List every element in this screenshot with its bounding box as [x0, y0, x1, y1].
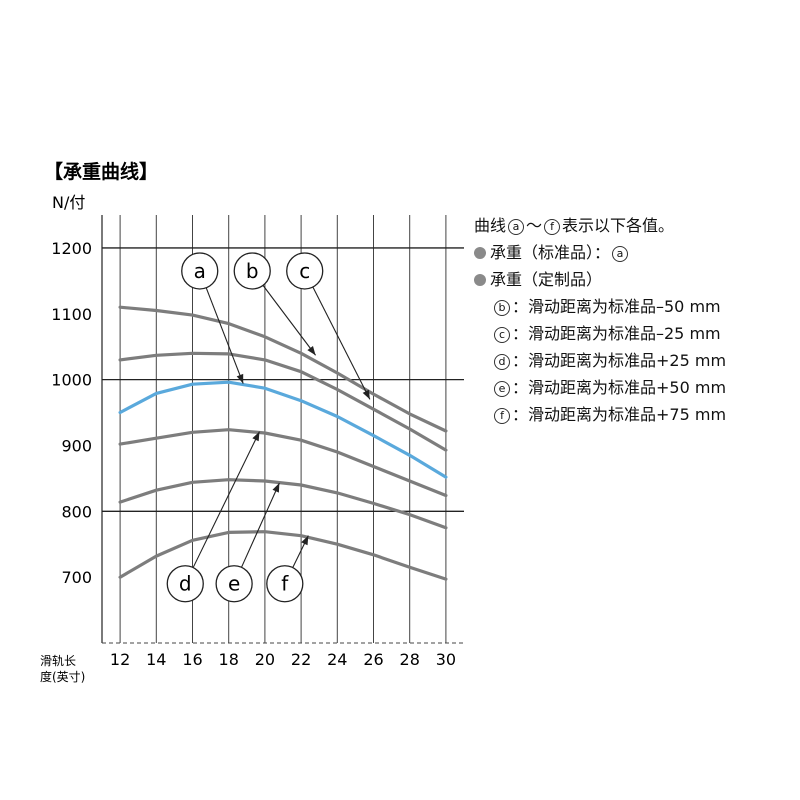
x-axis-label-line1: 滑轨长: [40, 654, 76, 668]
circle-marker-b: b: [494, 300, 510, 316]
x-tick-label: 28: [400, 650, 420, 669]
arrow-head-b: [307, 345, 316, 356]
circle-marker-d: d: [494, 354, 510, 370]
bullet-icon: [474, 247, 486, 259]
chart-title: 【承重曲线】: [44, 160, 158, 183]
grid: [101, 215, 464, 644]
y-tick-label: 1200: [51, 239, 92, 258]
circle-marker-c: c: [494, 327, 510, 343]
circle-marker-f: f: [494, 408, 510, 424]
legend: 曲线 a ～ f 表示以下各值。 承重（标准品）： a 承重（定制品） b ：滑动距离为标准…: [474, 212, 726, 428]
legend-standard: 承重（标准品）： a: [474, 239, 726, 266]
legend-item-e: e ：滑动距离为标准品+50 mm: [474, 374, 726, 401]
leader-line-a: [205, 287, 244, 384]
arrow-head-a: [236, 373, 244, 384]
annotation-label-a: a: [194, 259, 206, 283]
series-line-a: [118, 380, 448, 479]
annotation-label-c: c: [299, 259, 310, 283]
legend-item-text: ：滑动距离为标准品+25 mm: [512, 351, 727, 370]
legend-item-text: ：滑动距离为标准品–25 mm: [512, 324, 721, 343]
series-line-c: [118, 351, 448, 452]
leader-line-e: [241, 482, 280, 568]
annotation-label-f: f: [281, 572, 289, 596]
legend-item-text: ：滑动距离为标准品–50 mm: [512, 297, 721, 316]
x-tick-label: 16: [182, 650, 202, 669]
arrow-head-f: [301, 535, 309, 546]
legend-item-text: ：滑动距离为标准品+50 mm: [512, 378, 727, 397]
leader-line-b: [262, 285, 317, 356]
legend-item-f: f ：滑动距离为标准品+75 mm: [474, 401, 726, 428]
leader-line-d: [192, 431, 260, 568]
annotation-circle-c: [286, 252, 324, 290]
series-line-f: [118, 530, 448, 581]
arrow-head-d: [252, 431, 260, 442]
series-lines: [118, 305, 448, 581]
annotation-label-e: e: [228, 572, 240, 596]
legend-item-d: d ：滑动距离为标准品+25 mm: [474, 347, 726, 374]
x-tick-label: 18: [219, 650, 239, 669]
x-tick-label: 30: [436, 650, 456, 669]
legend-intro: 曲线 a ～ f 表示以下各值。: [474, 216, 675, 235]
legend-items: b ：滑动距离为标准品–50 mm c ：滑动距离为标准品–25 mm d ：滑动距离为标…: [474, 293, 726, 428]
x-tick-label: 12: [110, 650, 130, 669]
circle-marker-e: e: [494, 381, 510, 397]
arrow-head-c: [362, 389, 370, 400]
annotation-label-d: d: [179, 572, 192, 596]
series-line-d: [118, 428, 448, 498]
circle-marker-f: f: [544, 219, 561, 235]
series-line-b: [118, 305, 448, 433]
y-tick-label: 700: [61, 568, 92, 587]
bullet-icon: [474, 274, 486, 286]
annotation-circle-e: [215, 565, 253, 603]
x-tick-label: 14: [146, 650, 166, 669]
annotations: a b c d e f: [166, 252, 371, 603]
legend-item-b: b ：滑动距离为标准品–50 mm: [474, 293, 726, 320]
x-tick-label: 24: [327, 650, 347, 669]
arrow-head-e: [272, 482, 280, 493]
legend-item-text: ：滑动距离为标准品+75 mm: [512, 405, 727, 424]
x-axis-label-line2: 度(英寸): [40, 669, 85, 684]
series-line-e: [118, 478, 448, 530]
annotation-label-b: b: [246, 259, 259, 283]
annotation-circle-f: [266, 565, 304, 603]
annotation-circle-b: [233, 252, 271, 290]
y-tick-label: 1000: [51, 371, 92, 390]
y-tick-label: 800: [61, 502, 92, 521]
legend-item-c: c ：滑动距离为标准品–25 mm: [474, 320, 726, 347]
leader-line-c: [312, 286, 371, 400]
x-tick-label: 26: [363, 650, 383, 669]
y-tick-label: 1100: [51, 305, 92, 324]
x-tick-label: 22: [291, 650, 311, 669]
y-tick-label: 900: [61, 436, 92, 455]
annotation-circle-a: [181, 252, 219, 290]
legend-custom: 承重（定制品）: [474, 266, 726, 293]
annotation-circle-d: [166, 565, 204, 603]
x-tick-label: 20: [255, 650, 275, 669]
circle-marker-a: a: [612, 246, 629, 262]
circle-marker-a: a: [508, 219, 525, 235]
tick-labels: 700 800 900 1000 1100 1200 12 14 16 18 20 22 24 26 28 3…: [51, 239, 456, 669]
y-axis-label: N/付: [52, 193, 85, 212]
